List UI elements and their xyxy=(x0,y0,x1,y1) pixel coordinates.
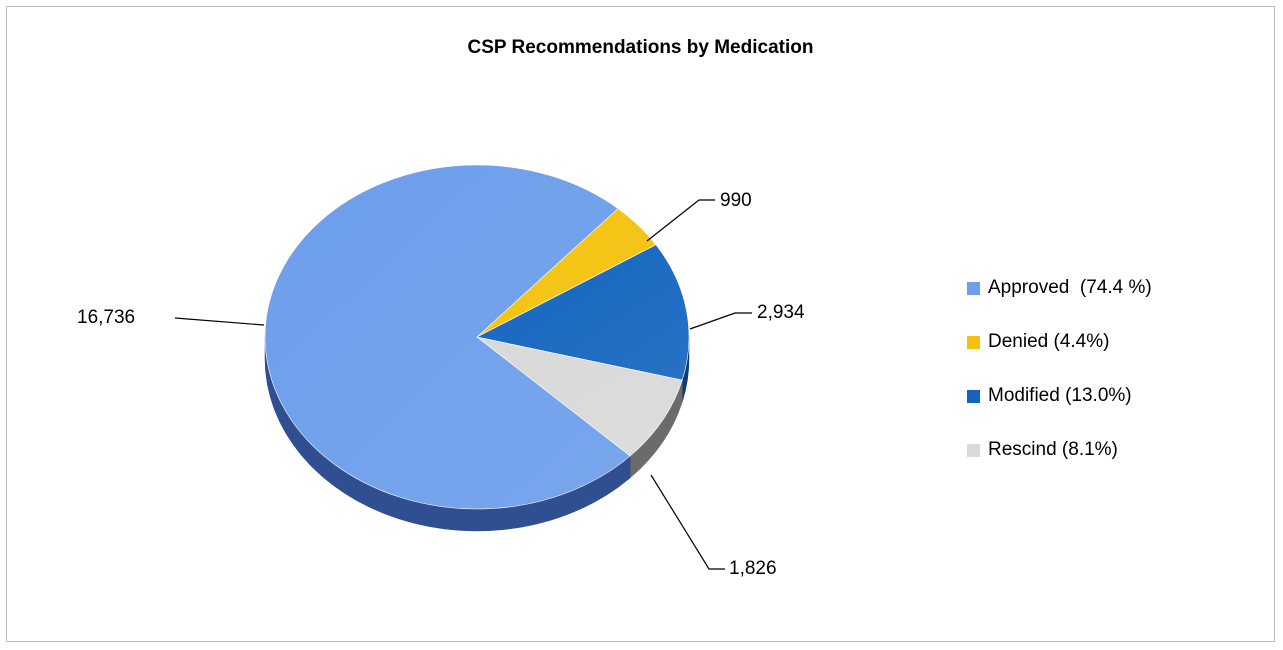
chart-legend: Approved (74.4 %) Denied (4.4%) Modified (… xyxy=(967,275,1267,491)
legend-item-approved: Approved (74.4 %) xyxy=(967,275,1267,301)
legend-swatch-modified xyxy=(967,389,980,403)
legend-label-denied: Denied (4.4%) xyxy=(988,331,1110,352)
pie-slice-rescind xyxy=(476,336,683,457)
legend-swatch-rescind xyxy=(967,443,980,457)
legend-label-rescind: Rescind (8.1%) xyxy=(988,439,1118,460)
legend-item-modified: Modified (13.0%) xyxy=(967,383,1267,409)
data-label-denied: 990 xyxy=(720,190,752,211)
pie-chart: 16,736 990 2,934 1,826 xyxy=(77,164,805,579)
chart-frame: CSP Recommendations by Medication 16,736… xyxy=(6,6,1275,642)
data-label-approved: 16,736 xyxy=(77,307,135,328)
data-label-rescind: 1,826 xyxy=(729,558,777,579)
leader-line-denied xyxy=(646,199,715,242)
pie-slice-modified xyxy=(476,244,690,381)
leader-line-approved xyxy=(174,317,265,326)
legend-label-approved: Approved (74.4 %) xyxy=(988,277,1152,298)
legend-item-rescind: Rescind (8.1%) xyxy=(967,437,1267,463)
pie-slice-approved xyxy=(264,164,631,510)
data-label-modified: 2,934 xyxy=(757,302,805,323)
leader-line-modified xyxy=(689,312,752,330)
legend-swatch-approved xyxy=(967,281,980,295)
legend-label-modified: Modified (13.0%) xyxy=(988,385,1132,406)
legend-swatch-denied xyxy=(967,335,980,349)
legend-item-denied: Denied (4.4%) xyxy=(967,329,1267,355)
leader-line-rescind xyxy=(650,474,725,570)
chart-title: CSP Recommendations by Medication xyxy=(467,37,814,58)
